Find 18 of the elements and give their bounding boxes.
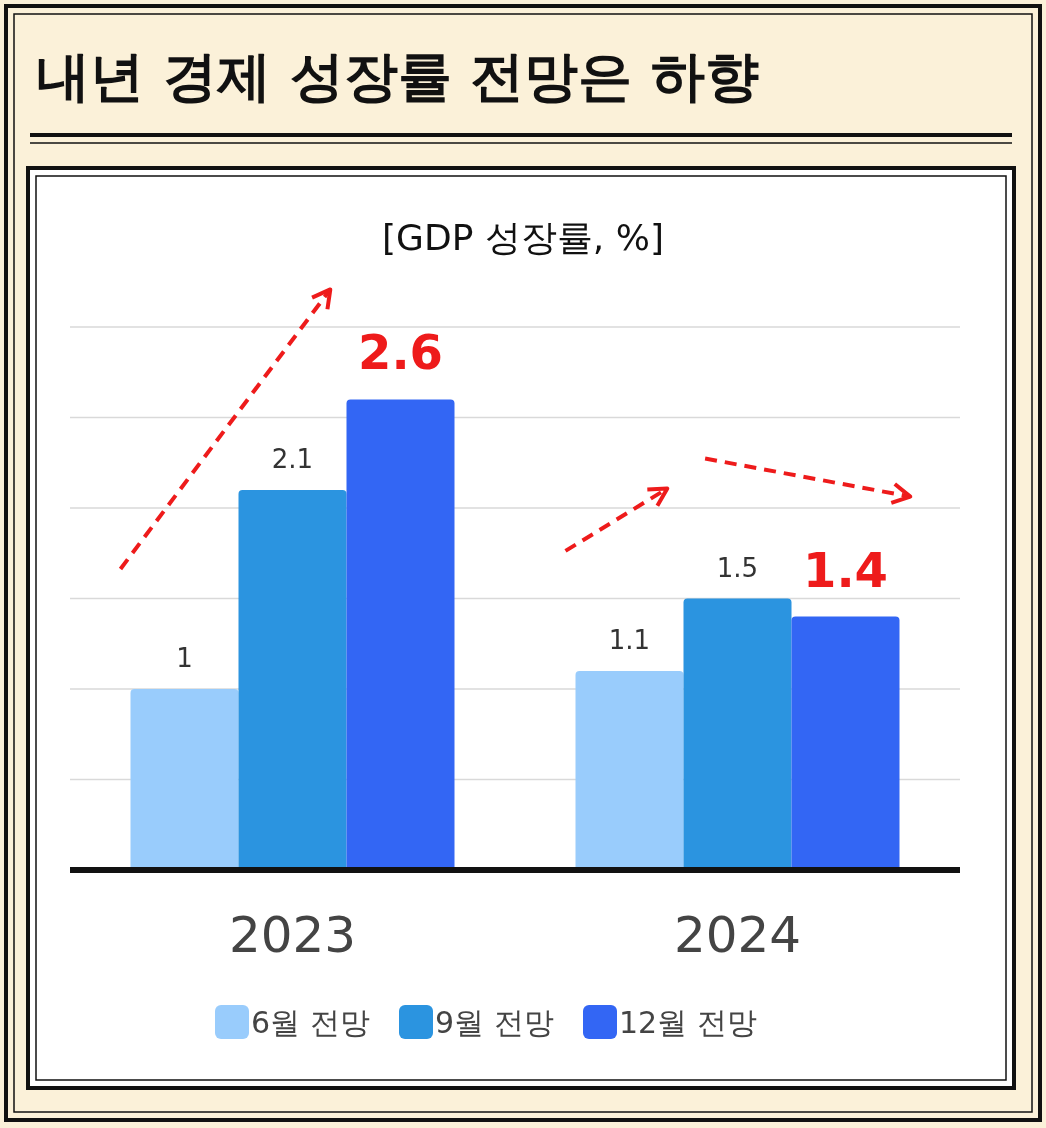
bar (346, 399, 455, 870)
chart-title: 내년 경제 성장률 전망은 하향 (36, 45, 760, 108)
data-label: 1.5 (716, 552, 759, 583)
data-label: 2.6 (357, 324, 444, 381)
bar (130, 689, 239, 870)
data-label: 1 (176, 643, 193, 673)
data-label: 2.1 (271, 443, 314, 474)
legend-label: 9월 전망 (435, 1005, 554, 1040)
bar (791, 616, 900, 870)
bar (575, 670, 684, 870)
legend-label: 6월 전망 (251, 1005, 370, 1040)
data-label: 1.1 (608, 624, 651, 655)
chart-subtitle: [GDP 성장률, %] (382, 217, 664, 258)
x-tick-label: 2024 (673, 906, 802, 964)
bar (683, 598, 792, 870)
legend-label: 12월 전망 (619, 1005, 757, 1040)
x-tick-label: 2023 (228, 906, 357, 964)
data-label: 1.4 (802, 541, 889, 598)
